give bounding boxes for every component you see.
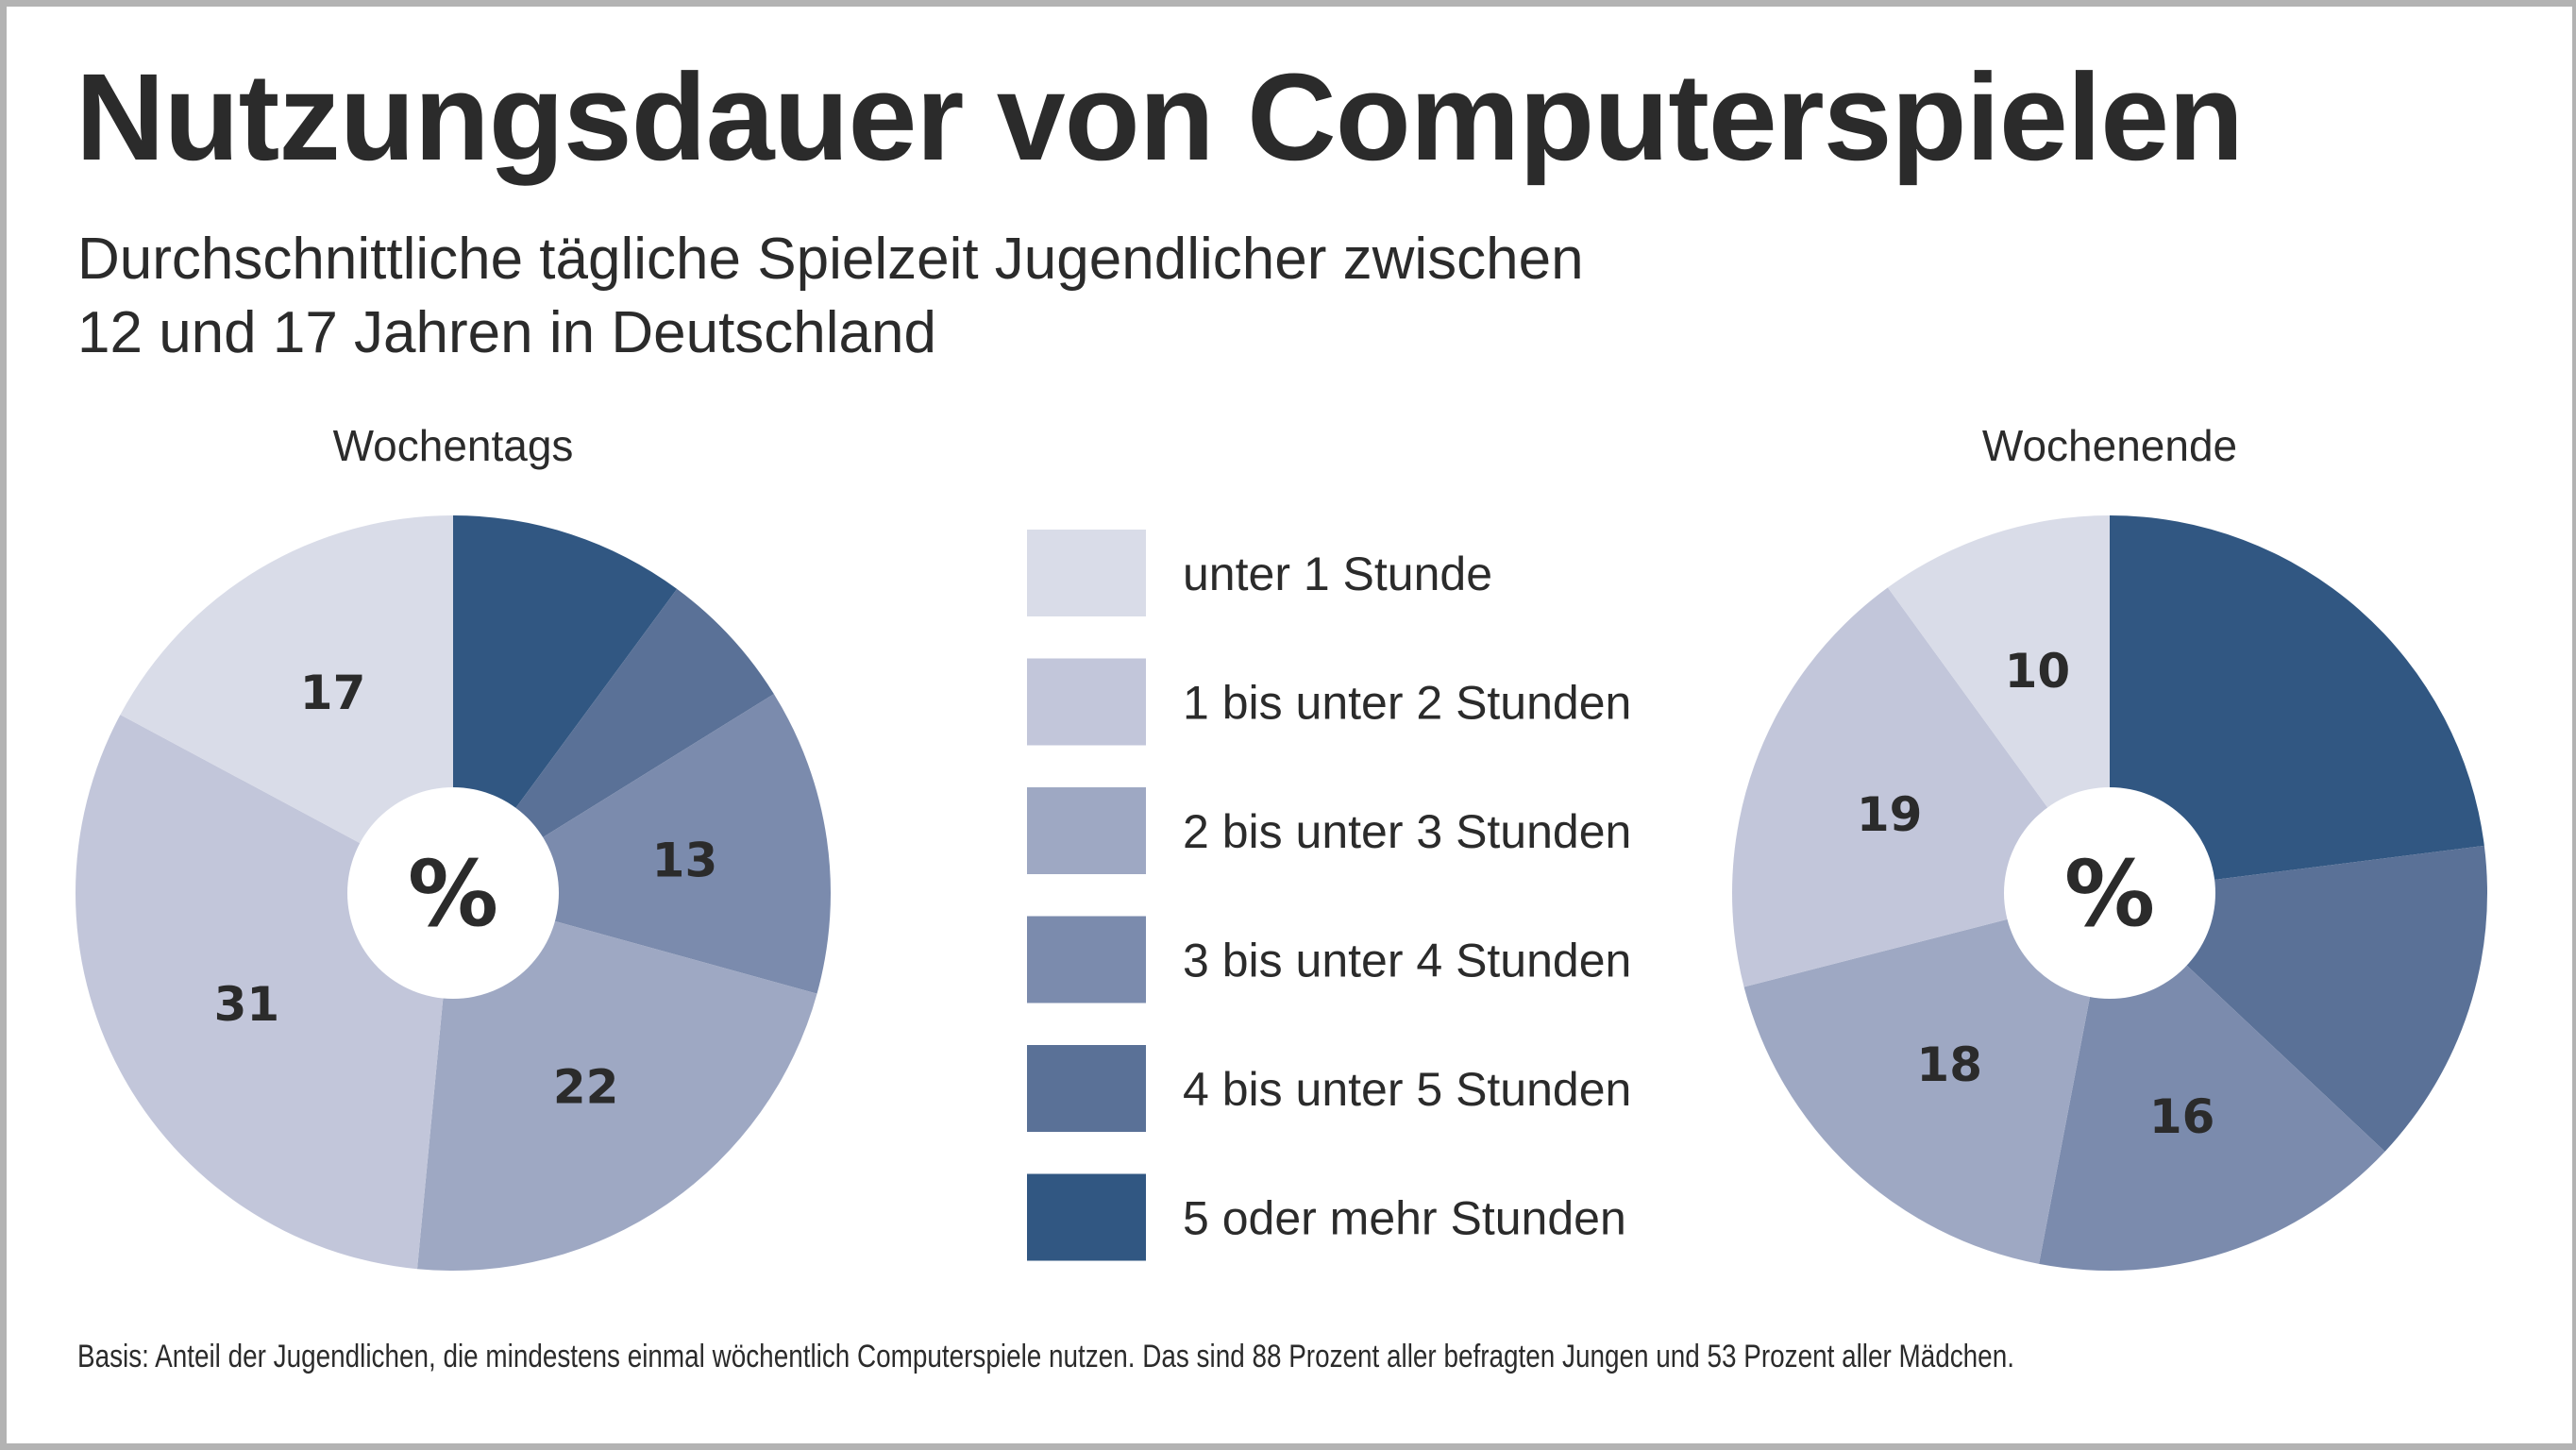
chart-subtitle: Durchschnittliche tägliche Spielzeit Jug…	[77, 223, 1584, 370]
slice-value-label: 31	[214, 977, 280, 1032]
legend-swatch	[1027, 1045, 1146, 1132]
slice-value-label: 22	[553, 1059, 619, 1114]
legend-swatch	[1027, 916, 1146, 1003]
legend-swatch	[1027, 1173, 1146, 1261]
legend-swatch	[1027, 787, 1146, 874]
legend-label: 4 bis unter 5 Stunden	[1183, 1063, 1631, 1116]
chart-title: Nutzungsdauer von Computerspielen	[76, 47, 2244, 186]
pie-center-hole	[2004, 787, 2215, 999]
pie-slice-2-bis-unter-3-stunden	[1743, 893, 2110, 1264]
subtitle-line-2: 12 und 17 Jahren in Deutschland	[77, 300, 936, 365]
pie-slice-2-bis-unter-3-stunden	[416, 893, 817, 1271]
legend-label: 2 bis unter 3 Stunden	[1183, 805, 1631, 858]
pie-center-percent-label: %	[2064, 841, 2155, 947]
legend: unter 1 Stunde 1 bis unter 2 Stunden 2 bis…	[1027, 530, 1631, 1261]
legend-label: 1 bis unter 2 Stunden	[1183, 677, 1631, 730]
slice-value-label: 10	[2005, 644, 2071, 699]
pie-slice-5-oder-mehr-stunden	[453, 515, 678, 893]
pie-slice-4-bis-unter-5-stunden	[453, 588, 774, 893]
pie-center-percent-label: %	[408, 841, 498, 947]
legend-swatch	[1027, 530, 1146, 616]
pie-center-hole	[347, 787, 559, 999]
pie-chart-wochentags: Wochentags % 13 22 31 17	[76, 421, 831, 1271]
slice-value-label: 19	[1857, 787, 1923, 842]
pie-slice-unter-1-stunde	[1887, 515, 2110, 893]
legend-swatch	[1027, 658, 1146, 746]
pie-title-wochenende: Wochenende	[1982, 421, 2237, 470]
pie-title-wochentags: Wochentags	[333, 421, 574, 470]
legend-label: 3 bis unter 4 Stunden	[1183, 935, 1631, 987]
slice-value-label: 18	[1916, 1037, 1982, 1092]
legend-label: unter 1 Stunde	[1183, 548, 1492, 600]
slice-value-label: 16	[2149, 1089, 2215, 1144]
footnote: Basis: Anteil der Jugendlichen, die mind…	[77, 1339, 2014, 1374]
pie-chart-wochenende: Wochenende % 16 18 19 10	[1732, 421, 2487, 1271]
slice-value-label: 13	[652, 834, 718, 888]
subtitle-line-1: Durchschnittliche tägliche Spielzeit Jug…	[77, 227, 1584, 292]
pie-slice-5-oder-mehr-stunden	[2110, 515, 2484, 893]
legend-label: 5 oder mehr Stunden	[1183, 1192, 1626, 1245]
slice-value-label: 17	[300, 666, 366, 720]
pie-slice-unter-1-stunde	[120, 515, 454, 893]
